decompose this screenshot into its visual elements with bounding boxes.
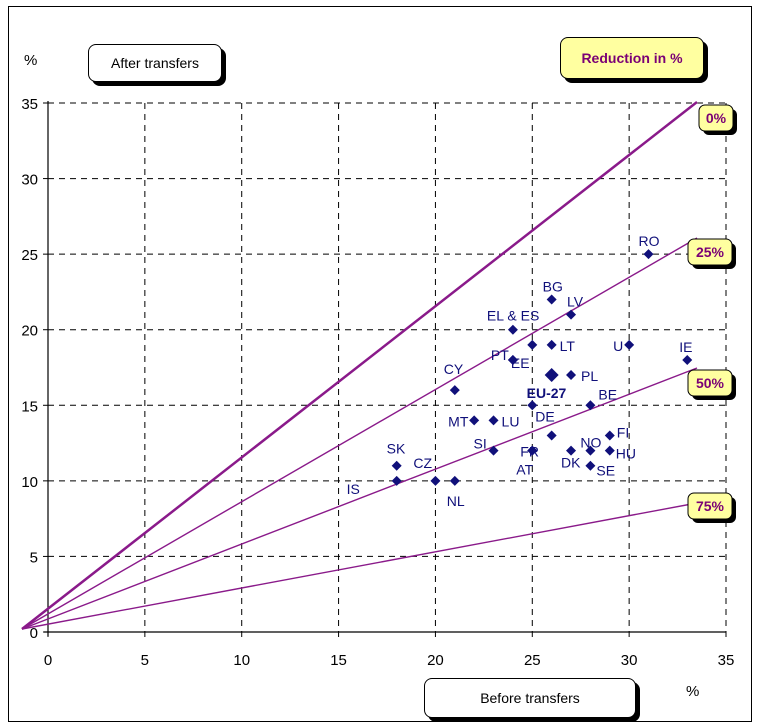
data-point (546, 339, 557, 350)
point-label: SI (474, 436, 487, 452)
point-label: RO (639, 233, 660, 249)
after-transfers-text: After transfers (111, 55, 199, 71)
point-label: BG (543, 278, 563, 294)
data-point (391, 475, 402, 486)
y-tick-label: 15 (21, 398, 38, 415)
point-label: PL (581, 368, 598, 384)
data-point (604, 430, 615, 441)
point-label: BE (598, 386, 617, 402)
data-point (527, 445, 538, 456)
point-label: SE (596, 463, 615, 479)
x-tick-label: 30 (621, 652, 638, 669)
point-label: DE (535, 408, 554, 424)
y-tick-label: 25 (21, 247, 38, 264)
reduction-tag-50 (687, 369, 733, 397)
x-tick-label: 5 (141, 652, 149, 669)
data-point (449, 475, 460, 486)
before-transfers-text: Before transfers (480, 690, 580, 706)
reduction-legend-title: Reduction in % (560, 37, 704, 79)
point-label: FI (617, 425, 629, 441)
x-tick-label: 20 (427, 652, 444, 669)
before-transfers-label: Before transfers (424, 678, 636, 718)
point-label: LT (560, 338, 576, 354)
reduction-tag-label: 0% (706, 110, 727, 126)
x-tick-label: 35 (718, 652, 735, 669)
data-point (527, 339, 538, 350)
data-point (546, 430, 557, 441)
y-tick-label: 20 (21, 323, 38, 340)
reduction-tag-label: 75% (696, 498, 725, 514)
reduction-title-text: Reduction in % (581, 50, 683, 66)
data-point (469, 415, 480, 426)
point-label: DK (561, 455, 581, 471)
x-axis-unit: % (686, 683, 700, 700)
point-label: LV (567, 294, 584, 310)
y-tick-label: 30 (21, 172, 38, 189)
reduction-tag-label: 25% (696, 244, 725, 260)
x-tick-label: 10 (233, 652, 250, 669)
point-label: NL (447, 493, 465, 509)
y-tick-label: 35 (21, 96, 38, 113)
point-label: CY (444, 361, 464, 377)
data-point (544, 368, 559, 383)
point-label: HU (616, 446, 636, 462)
data-point (585, 400, 596, 411)
data-point (566, 445, 577, 456)
data-point (430, 475, 441, 486)
data-point (488, 445, 499, 456)
point-label: EE (511, 355, 530, 371)
x-tick-label: 25 (524, 652, 541, 669)
data-point (566, 370, 577, 381)
data-point (624, 339, 635, 350)
reduction-tag-75 (687, 492, 733, 520)
reduction-tag-25 (687, 238, 733, 266)
reduction-line-0 (21, 101, 698, 630)
point-label: EL & ES (487, 308, 539, 324)
point-label: AT (516, 462, 533, 478)
reduction-line-25 (21, 237, 698, 630)
reduction-tag-label: 50% (696, 375, 725, 391)
point-label: CZ (413, 455, 432, 471)
point-label: MT (448, 413, 469, 429)
point-label: NO (580, 435, 601, 451)
data-point (585, 460, 596, 471)
data-point (507, 354, 518, 365)
point-label: U (613, 338, 623, 354)
y-tick-label: 10 (21, 474, 38, 491)
data-point (546, 294, 557, 305)
x-tick-label: 0 (44, 652, 52, 669)
data-point (604, 445, 615, 456)
reduction-line-75 (21, 502, 698, 630)
data-point (391, 460, 402, 471)
data-point (507, 324, 518, 335)
reduction-line-50 (21, 367, 698, 630)
point-label: PT (491, 347, 509, 363)
point-label: LU (502, 413, 520, 429)
y-tick-label: 0 (30, 625, 38, 642)
x-tick-label: 15 (330, 652, 347, 669)
data-point (488, 415, 499, 426)
chart-frame (8, 6, 752, 722)
after-transfers-label: After transfers (88, 44, 222, 82)
point-label: IS (347, 481, 360, 497)
reduction-tag-0 (698, 104, 734, 132)
point-label: SK (387, 441, 406, 457)
y-axis-unit: % (24, 52, 38, 69)
data-point (566, 309, 577, 320)
y-tick-label: 5 (30, 549, 38, 566)
data-point (643, 249, 654, 260)
point-label: EU-27 (527, 385, 567, 401)
data-point (449, 385, 460, 396)
data-point (682, 354, 693, 365)
point-label: IE (679, 339, 692, 355)
data-point (527, 400, 538, 411)
data-point (585, 445, 596, 456)
